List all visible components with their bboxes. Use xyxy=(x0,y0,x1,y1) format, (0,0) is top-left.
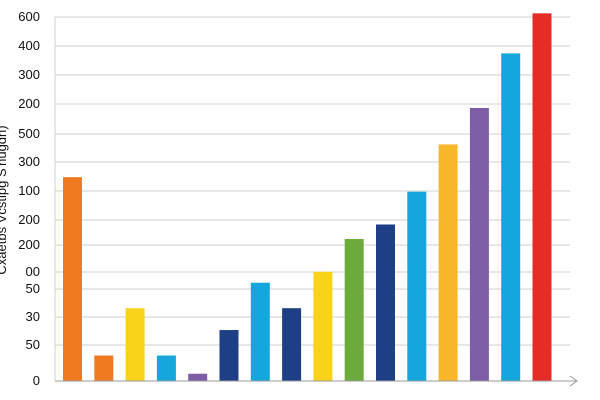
bar-11 xyxy=(376,224,395,381)
bar-4 xyxy=(156,355,176,381)
bar-16 xyxy=(532,13,552,382)
bar-3 xyxy=(125,308,145,381)
bar-10 xyxy=(344,239,364,381)
y-tick-label: 0 xyxy=(33,373,40,388)
y-tick-label: 30 xyxy=(26,309,40,324)
bar-13 xyxy=(438,144,458,381)
bar-1 xyxy=(63,177,82,381)
y-tick-label: 100 xyxy=(18,183,40,198)
bar-5 xyxy=(188,373,208,381)
y-tick-label: 50 xyxy=(26,281,40,296)
bar-7 xyxy=(250,282,270,381)
y-tick-label: 400 xyxy=(18,38,40,53)
axes xyxy=(54,17,578,387)
bar-8 xyxy=(282,308,302,381)
y-tick-label: 300 xyxy=(18,67,40,82)
y-tick-label: 500 xyxy=(18,126,40,141)
y-tick-label: 600 xyxy=(18,9,40,24)
bars xyxy=(63,13,552,382)
grid-lines xyxy=(55,16,570,346)
y-tick-label: 200 xyxy=(18,212,40,227)
bar-15 xyxy=(501,53,521,382)
bar-12 xyxy=(407,191,427,381)
y-tick-label: 300 xyxy=(18,154,40,169)
bar-14 xyxy=(469,108,489,381)
y-tick-label: 00 xyxy=(26,264,40,279)
bar-9 xyxy=(313,271,333,381)
y-tick-label: 50 xyxy=(26,337,40,352)
y-tick-label: 200 xyxy=(18,237,40,252)
bar-6 xyxy=(219,330,239,381)
bar-2 xyxy=(94,355,114,381)
y-tick-label: 200 xyxy=(18,96,40,111)
y-axis-label: Cxaetbs Vcstipg S'nugdn) xyxy=(0,125,9,274)
x-axis-arrow xyxy=(569,375,578,387)
